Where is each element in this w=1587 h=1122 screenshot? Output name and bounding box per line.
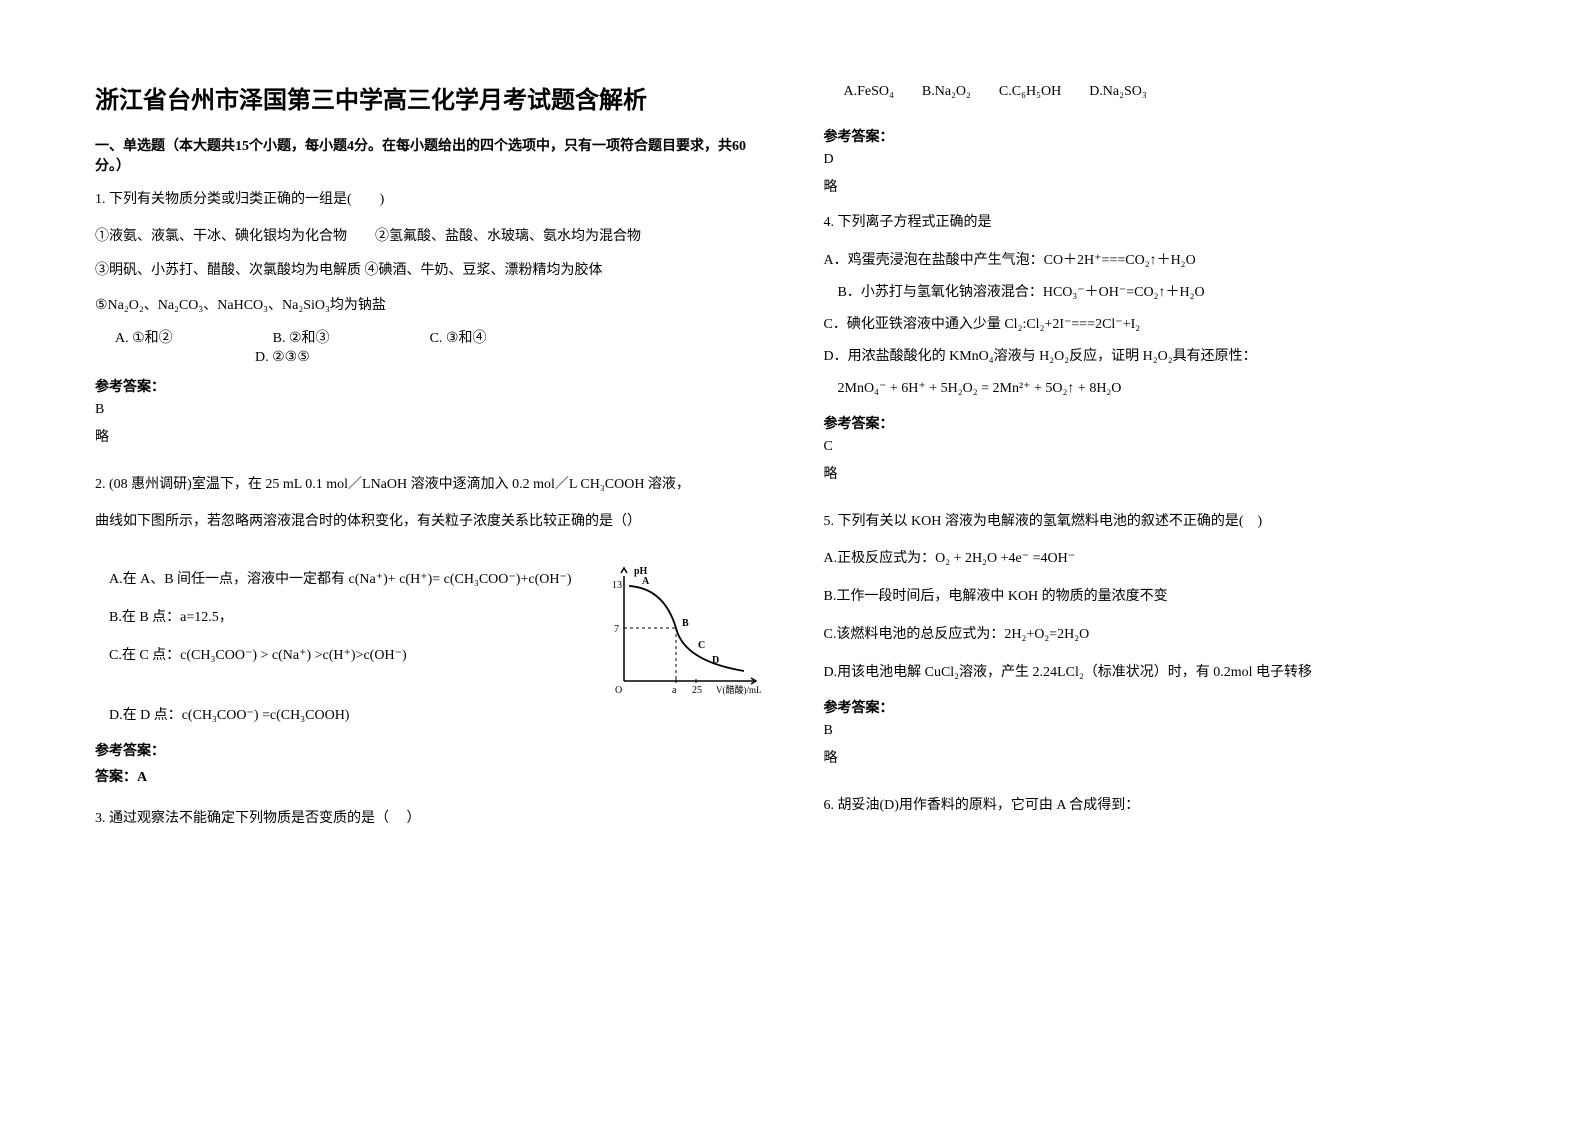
q1-item-3: ⑤Na₂O₂、Na₂CO₃、NaHCO₃、Na₂SiO₃均为钠盐 [95, 293, 764, 320]
q5-stem: 5. 下列有关以 KOH 溶液为电解液的氢氧燃料电池的叙述不正确的是( ) [824, 509, 1493, 536]
q2-stem2: 曲线如下图所示，若忽略两溶液混合时的体积变化，有关粒子浓度关系比较正确的是（） [95, 509, 764, 536]
q3-answer-label: 参考答案： [824, 126, 1493, 146]
q1-options: A. ①和② B. ②和③ C. ③和④ [115, 327, 764, 347]
q5-opt-a: A.正极反应式为：O₂ + 2H₂O +4e⁻ =4OH⁻ [824, 545, 1493, 573]
q2-opt-c: C.在 C 点：c(CH₃COO⁻) > c(Na⁺) >c(H⁺)>c(OH⁻… [109, 642, 584, 670]
graph-D: D [712, 655, 719, 666]
q4-answer-label: 参考答案： [824, 413, 1493, 433]
q1-stem: 1. 下列有关物质分类或归类正确的一组是( ) [95, 187, 764, 214]
q4-opt-d: D．用浓盐酸酸化的 KMnO₄溶液与 H₂O₂反应，证明 H₂O₂具有还原性： [824, 343, 1493, 371]
graph-B: B [682, 618, 689, 629]
q4-answer: C [824, 439, 1493, 455]
graph-C: C [698, 640, 705, 651]
q5-opt-d: D.用该电池电解 CuCl₂溶液，产生 2.24LCl₂（标准状况）时，有 0.… [824, 659, 1493, 687]
q3-note: 略 [824, 176, 1493, 196]
question-2: 2. (08 惠州调研)室温下，在 25 mL 0.1 mol／LNaOH 溶液… [95, 472, 764, 793]
q4-opt-c: C．碘化亚铁溶液中通入少量 Cl₂:Cl₂+2I⁻===2Cl⁻+I₂ [824, 311, 1493, 339]
q2-opt-d: D.在 D 点：c(CH₃COO⁻) =c(CH₃COOH) [109, 702, 764, 730]
q3-options: A.FeSO₄ B.Na₂O₂ C.C₆H₅OH D.Na₂SO₃ [844, 80, 1493, 100]
q1-opt-c: C. ③和④ [430, 327, 487, 347]
page-title: 浙江省台州市泽国第三中学高三化学月考试题含解析 [95, 80, 764, 115]
q1-answer-label: 参考答案： [95, 376, 764, 396]
q2-answer: 答案：A [95, 766, 764, 786]
graph-O: O [615, 685, 622, 696]
q4-stem: 4. 下列离子方程式正确的是 [824, 210, 1493, 237]
q2-opt-b: B.在 B 点：a=12.5， [109, 604, 584, 632]
q5-answer: B [824, 723, 1493, 739]
q1-opt-b: B. ②和③ [273, 327, 330, 347]
q5-note: 略 [824, 747, 1493, 767]
q5-answer-label: 参考答案： [824, 697, 1493, 717]
q2-answer-label: 参考答案： [95, 740, 764, 760]
section-header: 一、单选题（本大题共15个小题，每小题4分。在每小题给出的四个选项中，只有一项符… [95, 135, 764, 175]
q5-opt-c: C.该燃料电池的总反应式为：2H₂+O₂=2H₂O [824, 621, 1493, 649]
q1-note: 略 [95, 426, 764, 446]
q3-answer: D [824, 152, 1493, 168]
q4-note: 略 [824, 463, 1493, 483]
q3-stem: 3. 通过观察法不能确定下列物质是否变质的是（ ） [95, 806, 764, 833]
graph-xlabel: V(醋酸)/mL [716, 684, 762, 695]
graph-xa: a [672, 685, 677, 696]
q1-opt-d: D. ②③⑤ [255, 349, 310, 366]
q2-graph: 13 7 O pH A B C D a 25 V(醋酸)/mL [604, 566, 764, 696]
question-1: 1. 下列有关物质分类或归类正确的一组是( ) ①液氨、液氯、干冰、碘化银均为化… [95, 187, 764, 460]
graph-A: A [642, 576, 650, 587]
graph-y7: 7 [614, 624, 619, 635]
q2-options-graph: A.在 A、B 间任一点，溶液中一定都有 c(Na⁺)+ c(H⁺)= c(CH… [95, 566, 764, 696]
left-column: 浙江省台州市泽国第三中学高三化学月考试题含解析 一、单选题（本大题共15个小题，… [95, 80, 764, 1042]
right-column: A.FeSO₄ B.Na₂O₂ C.C₆H₅OH D.Na₂SO₃ 参考答案： … [824, 80, 1493, 1042]
question-4: 4. 下列离子方程式正确的是 A．鸡蛋壳浸泡在盐酸中产生气泡：CO＋2H⁺===… [824, 210, 1493, 497]
q4-opt-b: B．小苏打与氢氧化钠溶液混合：HCO₃⁻＋OH⁻=CO₂↑＋H₂O [838, 279, 1493, 307]
q1-item-1: ①液氨、液氯、干冰、碘化银均为化合物 ②氢氟酸、盐酸、水玻璃、氨水均为混合物 [95, 224, 764, 251]
graph-y13: 13 [612, 580, 622, 591]
q4-opt-a: A．鸡蛋壳浸泡在盐酸中产生气泡：CO＋2H⁺===CO₂↑＋H₂O [824, 247, 1493, 275]
q1-options-2: D. ②③⑤ [115, 349, 764, 366]
q1-opt-a: A. ①和② [115, 327, 173, 347]
q5-opt-b: B.工作一段时间后，电解液中 KOH 的物质的量浓度不变 [824, 583, 1493, 611]
q6-stem: 6. 胡妥油(D)用作香料的原料，它可由 A 合成得到： [824, 793, 1493, 820]
q2-opt-a: A.在 A、B 间任一点，溶液中一定都有 c(Na⁺)+ c(H⁺)= c(CH… [109, 566, 584, 594]
graph-x25: 25 [692, 685, 702, 696]
q1-answer: B [95, 402, 764, 418]
q2-stem: 2. (08 惠州调研)室温下，在 25 mL 0.1 mol／LNaOH 溶液… [95, 472, 764, 499]
question-5: 5. 下列有关以 KOH 溶液为电解液的氢氧燃料电池的叙述不正确的是( ) A.… [824, 509, 1493, 782]
q1-item-2: ③明矾、小苏打、醋酸、次氯酸均为电解质 ④碘酒、牛奶、豆浆、漂粉精均为胶体 [95, 258, 764, 285]
q4-opt-d2: 2MnO₄⁻ + 6H⁺ + 5H₂O₂ = 2Mn²⁺ + 5O₂↑ + 8H… [838, 375, 1493, 403]
